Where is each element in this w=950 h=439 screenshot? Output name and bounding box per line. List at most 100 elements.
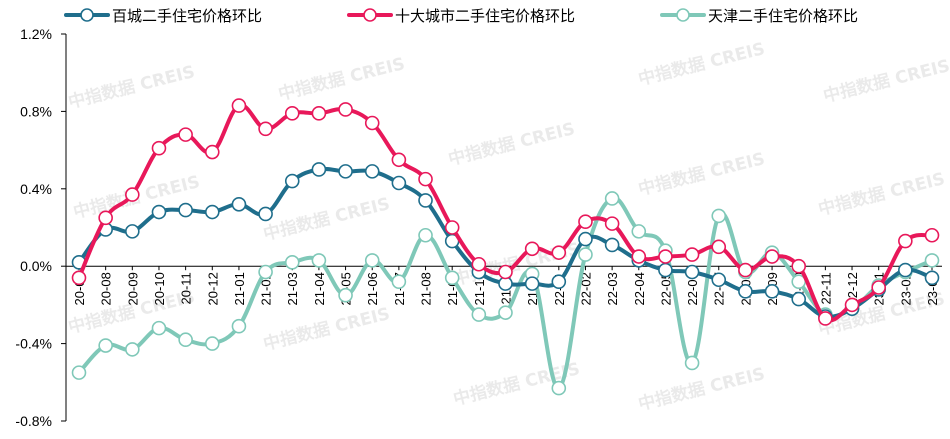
data-point-top-ten-cities <box>391 152 407 168</box>
data-point-hundred-cities <box>391 175 407 191</box>
y-tick-label: -0.4% <box>15 336 52 352</box>
x-tick-label: 21-03 <box>285 272 300 305</box>
data-point-top-ten-cities <box>498 264 513 280</box>
x-tick-label: 22-11 <box>818 272 833 304</box>
data-point-hundred-cities <box>551 274 567 289</box>
watermark-text: 中指数据 CREIS <box>446 118 577 170</box>
series-top-ten-cities <box>71 98 940 326</box>
data-point-tianjin <box>71 365 87 380</box>
data-point-tianjin <box>471 307 487 322</box>
y-tick-label: -0.8% <box>15 413 52 429</box>
data-point-tianjin <box>391 274 407 289</box>
data-point-top-ten-cities <box>764 249 780 264</box>
data-point-top-ten-cities <box>311 106 327 121</box>
y-tick-label: 0.8% <box>20 103 52 119</box>
series-layer <box>71 98 940 396</box>
data-point-hundred-cities <box>125 224 140 239</box>
data-point-tianjin <box>311 253 327 268</box>
data-point-top-ten-cities <box>631 249 647 264</box>
x-tick-label: 23-02 <box>898 272 913 305</box>
data-point-top-ten-cities <box>258 121 273 137</box>
watermark-text: 中指数据 CREIS <box>66 61 197 113</box>
data-point-tianjin <box>578 247 593 262</box>
x-tick-label: 22-02 <box>578 272 593 305</box>
data-point-top-ten-cities <box>178 127 193 142</box>
x-tick-label: 20-08 <box>99 272 114 305</box>
data-point-hundred-cities <box>578 231 593 247</box>
data-point-top-ten-cities <box>125 187 140 202</box>
data-point-tianjin <box>418 227 433 243</box>
data-point-hundred-cities <box>684 264 700 280</box>
data-point-hundred-cities <box>711 272 727 288</box>
data-point-hundred-cities <box>898 262 913 278</box>
watermark-layer: 中指数据 CREIS 中指数据 CREIS 中指数据 CREIS 中指数据 CREIS… <box>66 38 950 415</box>
watermark-text: 中指数据 CREIS <box>261 193 392 245</box>
data-point-hundred-cities <box>204 204 220 220</box>
data-point-hundred-cities <box>604 237 620 253</box>
data-point-top-ten-cities <box>578 214 593 229</box>
x-tick-label: 20-09 <box>125 272 140 305</box>
data-point-top-ten-cities <box>418 171 433 187</box>
data-point-tianjin <box>231 318 247 334</box>
data-point-tianjin <box>498 305 513 320</box>
data-point-top-ten-cities <box>151 140 167 156</box>
y-tick-label: 0.0% <box>20 258 52 274</box>
data-point-top-ten-cities <box>898 233 913 249</box>
data-point-tianjin <box>284 255 300 270</box>
legend-item-top-ten-cities: 十大城市二手住宅价格环比 <box>347 7 575 25</box>
watermark-text: 中指数据 CREIS <box>816 168 947 220</box>
x-tick-label: 21-10 <box>472 272 487 305</box>
data-point-top-ten-cities <box>844 297 860 313</box>
data-point-hundred-cities <box>231 196 247 212</box>
data-point-top-ten-cities <box>284 106 300 121</box>
data-point-hundred-cities <box>524 276 540 291</box>
x-tick-label: 22-03 <box>605 272 620 305</box>
data-point-hundred-cities <box>151 204 167 220</box>
x-tick-label: 21-04 <box>312 272 327 305</box>
x-tick-label: 21-08 <box>419 272 434 305</box>
x-tick-label: 20-12 <box>205 272 220 305</box>
x-tick-label: 22-05 <box>658 272 673 305</box>
data-point-tianjin <box>151 320 167 336</box>
data-point-top-ten-cities <box>684 247 700 262</box>
data-point-top-ten-cities <box>658 249 673 264</box>
data-point-top-ten-cities <box>471 256 487 272</box>
data-point-hundred-cities <box>924 270 940 286</box>
legend-label: 百城二手住宅价格环比 <box>112 7 262 25</box>
data-point-hundred-cities <box>738 284 753 299</box>
legend: 百城二手住宅价格环比 十大城市二手住宅价格环比 天津二手住宅价格环比 <box>64 7 858 25</box>
data-point-tianjin <box>444 270 460 286</box>
watermark-text: 中指数据 CREIS <box>636 363 767 415</box>
data-point-top-ten-cities <box>338 102 353 117</box>
data-point-hundred-cities <box>418 193 433 208</box>
data-point-top-ten-cities <box>604 216 620 231</box>
y-tick-label: 1.2% <box>20 26 52 42</box>
x-tick-label: 21-01 <box>232 272 247 305</box>
data-point-tianjin <box>924 253 940 268</box>
data-point-top-ten-cities <box>871 280 886 295</box>
data-point-hundred-cities <box>658 262 673 278</box>
data-point-top-ten-cities <box>524 241 540 257</box>
data-point-tianjin <box>631 224 647 239</box>
data-point-tianjin <box>125 342 140 357</box>
data-point-hundred-cities <box>338 164 353 179</box>
data-point-tianjin <box>204 336 220 351</box>
data-point-tianjin <box>258 264 273 280</box>
data-point-tianjin <box>551 380 567 396</box>
legend-swatch-marker <box>80 8 94 22</box>
watermark-text: 中指数据 CREIS <box>261 303 392 355</box>
data-point-tianjin <box>711 208 727 224</box>
data-point-tianjin <box>684 355 700 371</box>
x-tick-label: 21-06 <box>365 272 380 305</box>
legend-swatch-marker <box>363 8 377 22</box>
data-point-hundred-cities <box>764 284 780 299</box>
data-point-hundred-cities <box>258 206 273 222</box>
data-point-top-ten-cities <box>98 210 113 226</box>
data-point-tianjin <box>338 287 353 303</box>
x-tick-label: 22-04 <box>632 272 647 305</box>
data-point-tianjin <box>604 191 620 206</box>
x-tick-label: 22-06 <box>685 272 700 305</box>
data-point-hundred-cities <box>364 164 380 179</box>
data-point-top-ten-cities <box>711 239 727 255</box>
